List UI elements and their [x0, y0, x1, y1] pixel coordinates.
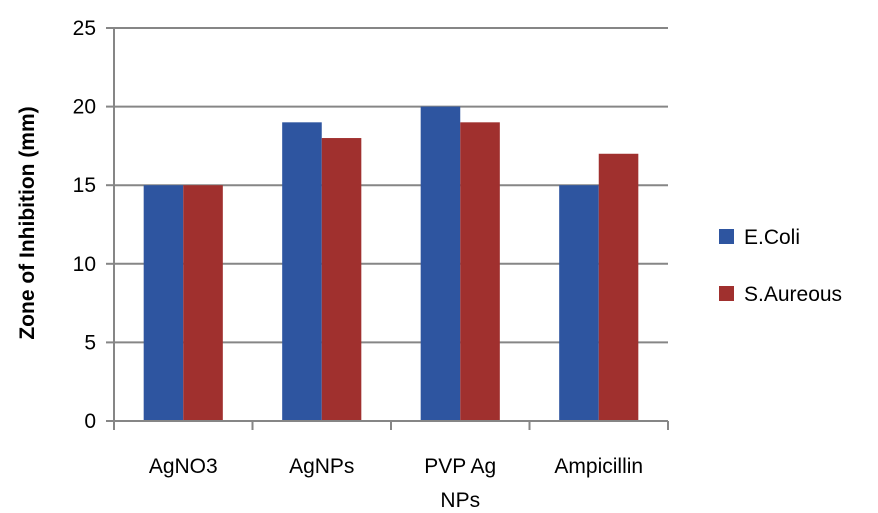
- y-axis-title: Zone of Inhibition (mm): [16, 106, 39, 339]
- y-tick-label: 5: [84, 331, 96, 354]
- category-label-line: AgNO3: [149, 455, 218, 478]
- bar: [143, 185, 184, 421]
- bar: [559, 185, 599, 421]
- category-label: AgNPs: [289, 455, 354, 478]
- bar: [460, 122, 500, 421]
- category-label-line: PVP Ag: [424, 455, 496, 478]
- bar: [321, 138, 362, 422]
- bar: [282, 122, 322, 421]
- y-tick-label: 25: [73, 17, 96, 40]
- legend-label: E.Coli: [744, 226, 800, 249]
- bar: [598, 153, 639, 421]
- bar: [183, 185, 223, 421]
- category-label: AgNO3: [149, 455, 218, 478]
- y-tick-label: 10: [73, 253, 96, 276]
- legend-swatch: [719, 229, 734, 244]
- category-labels: AgNO3 AgNPs PVP Ag NPs Ampicillin: [149, 455, 643, 512]
- category-label: PVP Ag NPs: [424, 455, 496, 512]
- category-label-line: Ampicillin: [554, 455, 643, 478]
- y-tick-label: 0: [84, 410, 96, 433]
- y-tick-label: 20: [73, 96, 96, 119]
- category-label-line: AgNPs: [289, 455, 354, 478]
- y-tick-label: 15: [73, 174, 96, 197]
- bars: [143, 106, 639, 422]
- legend-label: S.Aureous: [744, 283, 842, 306]
- category-label-line: NPs: [440, 489, 480, 512]
- category-label: Ampicillin: [554, 455, 643, 478]
- legend-swatch: [719, 286, 734, 301]
- y-tick-labels: 0 5 10 15 20 25: [73, 17, 96, 433]
- axes: [106, 27, 669, 430]
- bar: [420, 106, 461, 421]
- legend: E.Coli S.Aureous: [719, 226, 842, 306]
